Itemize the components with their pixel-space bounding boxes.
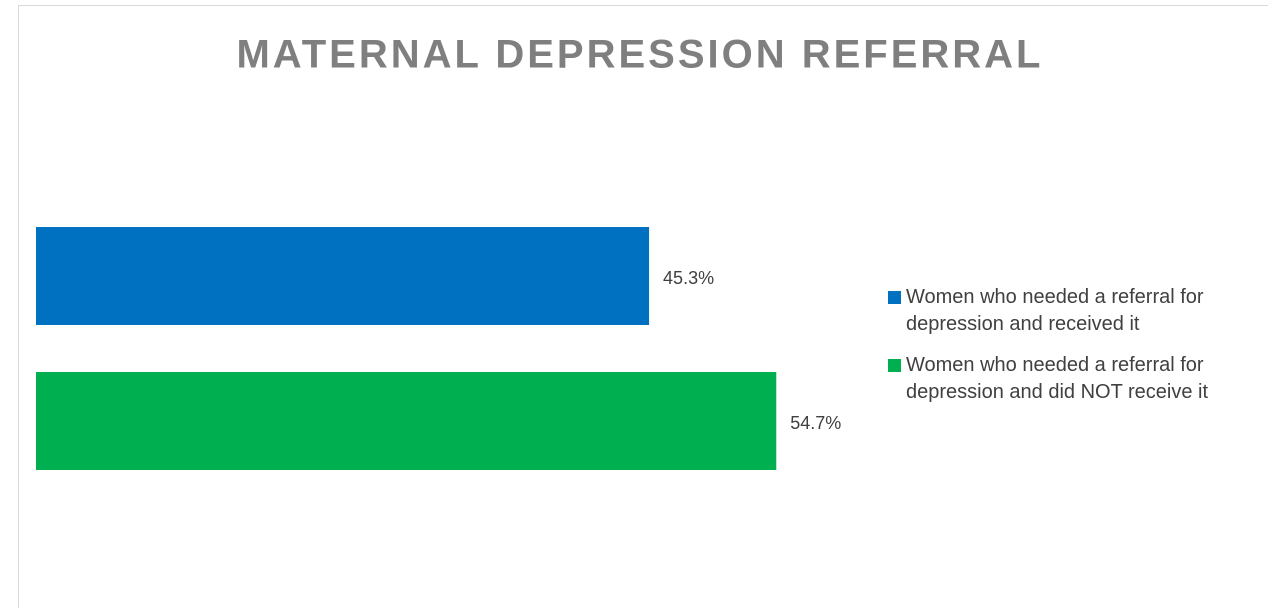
legend-item: Women who needed a referral for depressi… (888, 352, 1238, 406)
bar (36, 372, 777, 470)
legend-item: Women who needed a referral for depressi… (888, 284, 1238, 338)
legend-label: Women who needed a referral for depressi… (906, 286, 1204, 335)
legend-label: Women who needed a referral for depressi… (906, 354, 1209, 403)
legend-swatch (888, 359, 901, 372)
data-label: 45.3% (663, 268, 714, 288)
bar (36, 227, 650, 325)
legend-swatch (888, 291, 901, 304)
data-label: 54.7% (790, 413, 841, 433)
legend: Women who needed a referral for depressi… (888, 284, 1238, 420)
chart-title: MATERNAL DEPRESSION REFERRAL (236, 33, 1043, 77)
